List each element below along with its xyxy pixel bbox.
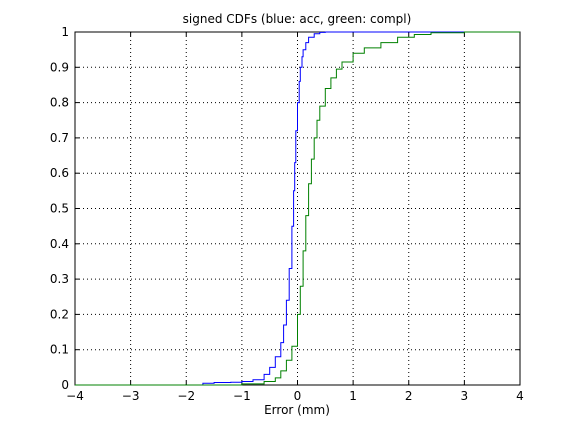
x-tick-label: 4 <box>516 389 524 403</box>
x-tick-label: −1 <box>233 389 251 403</box>
x-axis-label: Error (mm) <box>264 403 330 417</box>
y-tick-label: 0.3 <box>50 272 69 286</box>
chart-title: signed CDFs (blue: acc, green: compl) <box>183 12 412 26</box>
tick-label-layer: −4 −3 −2 −1 0 1 2 3 4 0 0.1 0.2 0.3 0.4 0.5 0.6 0.7 0.8 0.… <box>50 25 524 403</box>
tick-layer <box>74 31 521 386</box>
x-tick-label: 2 <box>405 389 413 403</box>
y-tick-label: 0.9 <box>50 60 69 74</box>
x-tick-label: 1 <box>349 389 357 403</box>
y-tick-label: 0.2 <box>50 307 69 321</box>
y-tick-label: 1 <box>61 25 69 39</box>
y-tick-label: 0 <box>61 378 69 392</box>
x-tick-label: 0 <box>294 389 302 403</box>
series-layer <box>75 31 520 386</box>
x-tick-label: −3 <box>122 389 140 403</box>
series-line-1 <box>75 31 520 386</box>
y-tick-label: 0.4 <box>50 237 69 251</box>
series-line-0 <box>75 31 520 386</box>
x-tick-label: 3 <box>461 389 469 403</box>
y-tick-label: 0.5 <box>50 202 69 216</box>
grid-layer <box>75 32 520 385</box>
y-tick-label: 0.7 <box>50 131 69 145</box>
x-tick-label: −4 <box>66 389 84 403</box>
y-tick-label: 0.8 <box>50 96 69 110</box>
y-tick-label: 0.1 <box>50 343 69 357</box>
x-tick-label: −2 <box>177 389 195 403</box>
y-tick-label: 0.6 <box>50 166 69 180</box>
